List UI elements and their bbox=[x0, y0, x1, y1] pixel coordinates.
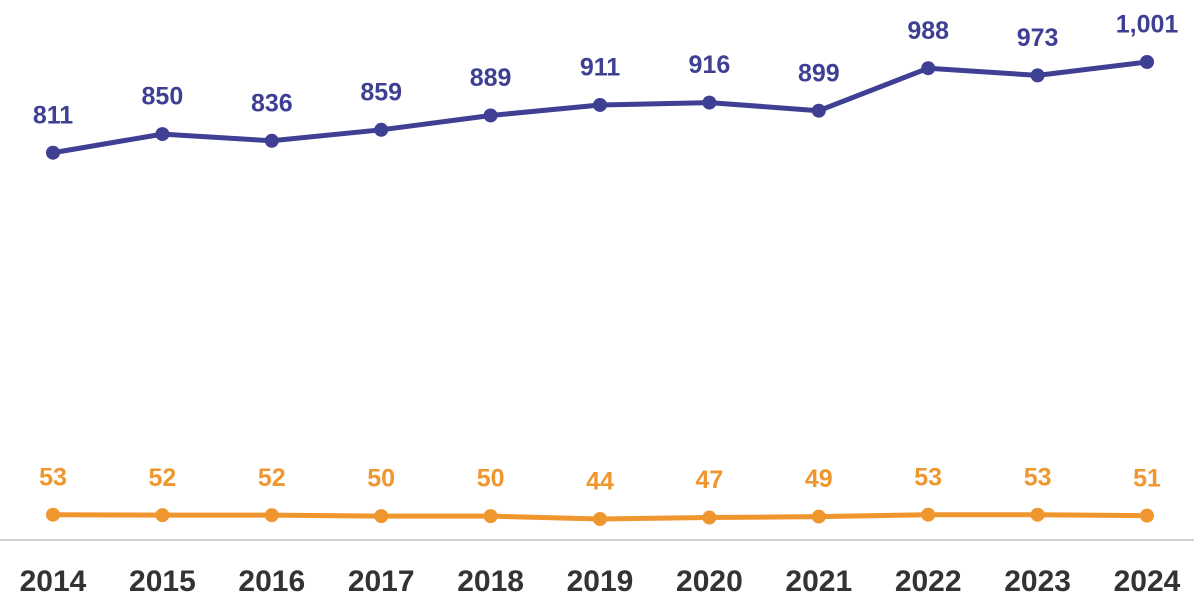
data-label: 50 bbox=[367, 465, 395, 493]
point bbox=[593, 97, 607, 112]
data-label: 52 bbox=[258, 464, 286, 492]
point bbox=[483, 108, 498, 123]
point bbox=[702, 95, 717, 110]
x-tick-label: 2019 bbox=[567, 565, 634, 598]
data-label: 51 bbox=[1133, 464, 1161, 492]
data-label: 53 bbox=[914, 463, 942, 491]
point bbox=[811, 103, 826, 118]
x-tick-label: 2015 bbox=[129, 565, 196, 598]
x-tick-label: 2024 bbox=[1114, 565, 1181, 598]
x-tick-label: 2022 bbox=[895, 565, 962, 598]
data-label: 911 bbox=[580, 54, 620, 82]
data-label: 859 bbox=[360, 78, 402, 106]
data-label: 836 bbox=[251, 89, 293, 117]
point bbox=[921, 61, 936, 76]
point bbox=[374, 509, 389, 524]
point bbox=[702, 510, 717, 525]
point bbox=[264, 508, 279, 523]
point bbox=[1140, 508, 1154, 523]
x-tick-label: 2017 bbox=[348, 565, 415, 598]
data-label: 889 bbox=[470, 64, 512, 92]
data-label: 988 bbox=[907, 17, 949, 45]
point bbox=[593, 511, 607, 526]
data-label: 47 bbox=[695, 466, 723, 494]
point bbox=[811, 509, 826, 524]
data-label: 50 bbox=[477, 465, 505, 493]
point bbox=[1030, 507, 1045, 522]
point bbox=[1140, 55, 1154, 69]
data-label: 49 bbox=[805, 465, 833, 493]
data-label: 53 bbox=[1024, 463, 1052, 491]
point bbox=[483, 509, 498, 524]
x-tick-label: 2020 bbox=[676, 565, 743, 598]
point bbox=[155, 508, 170, 523]
point bbox=[1030, 68, 1045, 83]
data-label: 973 bbox=[1017, 24, 1059, 52]
data-label: 1,001 bbox=[1116, 11, 1179, 39]
data-label: 916 bbox=[689, 51, 731, 79]
data-label: 52 bbox=[148, 464, 176, 492]
data-label: 44 bbox=[586, 468, 614, 496]
point bbox=[264, 133, 279, 148]
data-label: 899 bbox=[798, 59, 840, 87]
x-tick-label: 2023 bbox=[1004, 565, 1071, 598]
point bbox=[46, 145, 60, 160]
point bbox=[46, 507, 60, 522]
x-tick-label: 2014 bbox=[20, 565, 87, 598]
data-label: 850 bbox=[142, 83, 184, 111]
data-label: 811 bbox=[33, 101, 73, 129]
point bbox=[155, 127, 170, 142]
point bbox=[921, 507, 936, 522]
x-tick-label: 2018 bbox=[457, 565, 524, 598]
point bbox=[374, 122, 389, 137]
x-tick-label: 2021 bbox=[785, 565, 852, 598]
data-label: 53 bbox=[39, 463, 67, 491]
x-tick-label: 2016 bbox=[238, 565, 305, 598]
